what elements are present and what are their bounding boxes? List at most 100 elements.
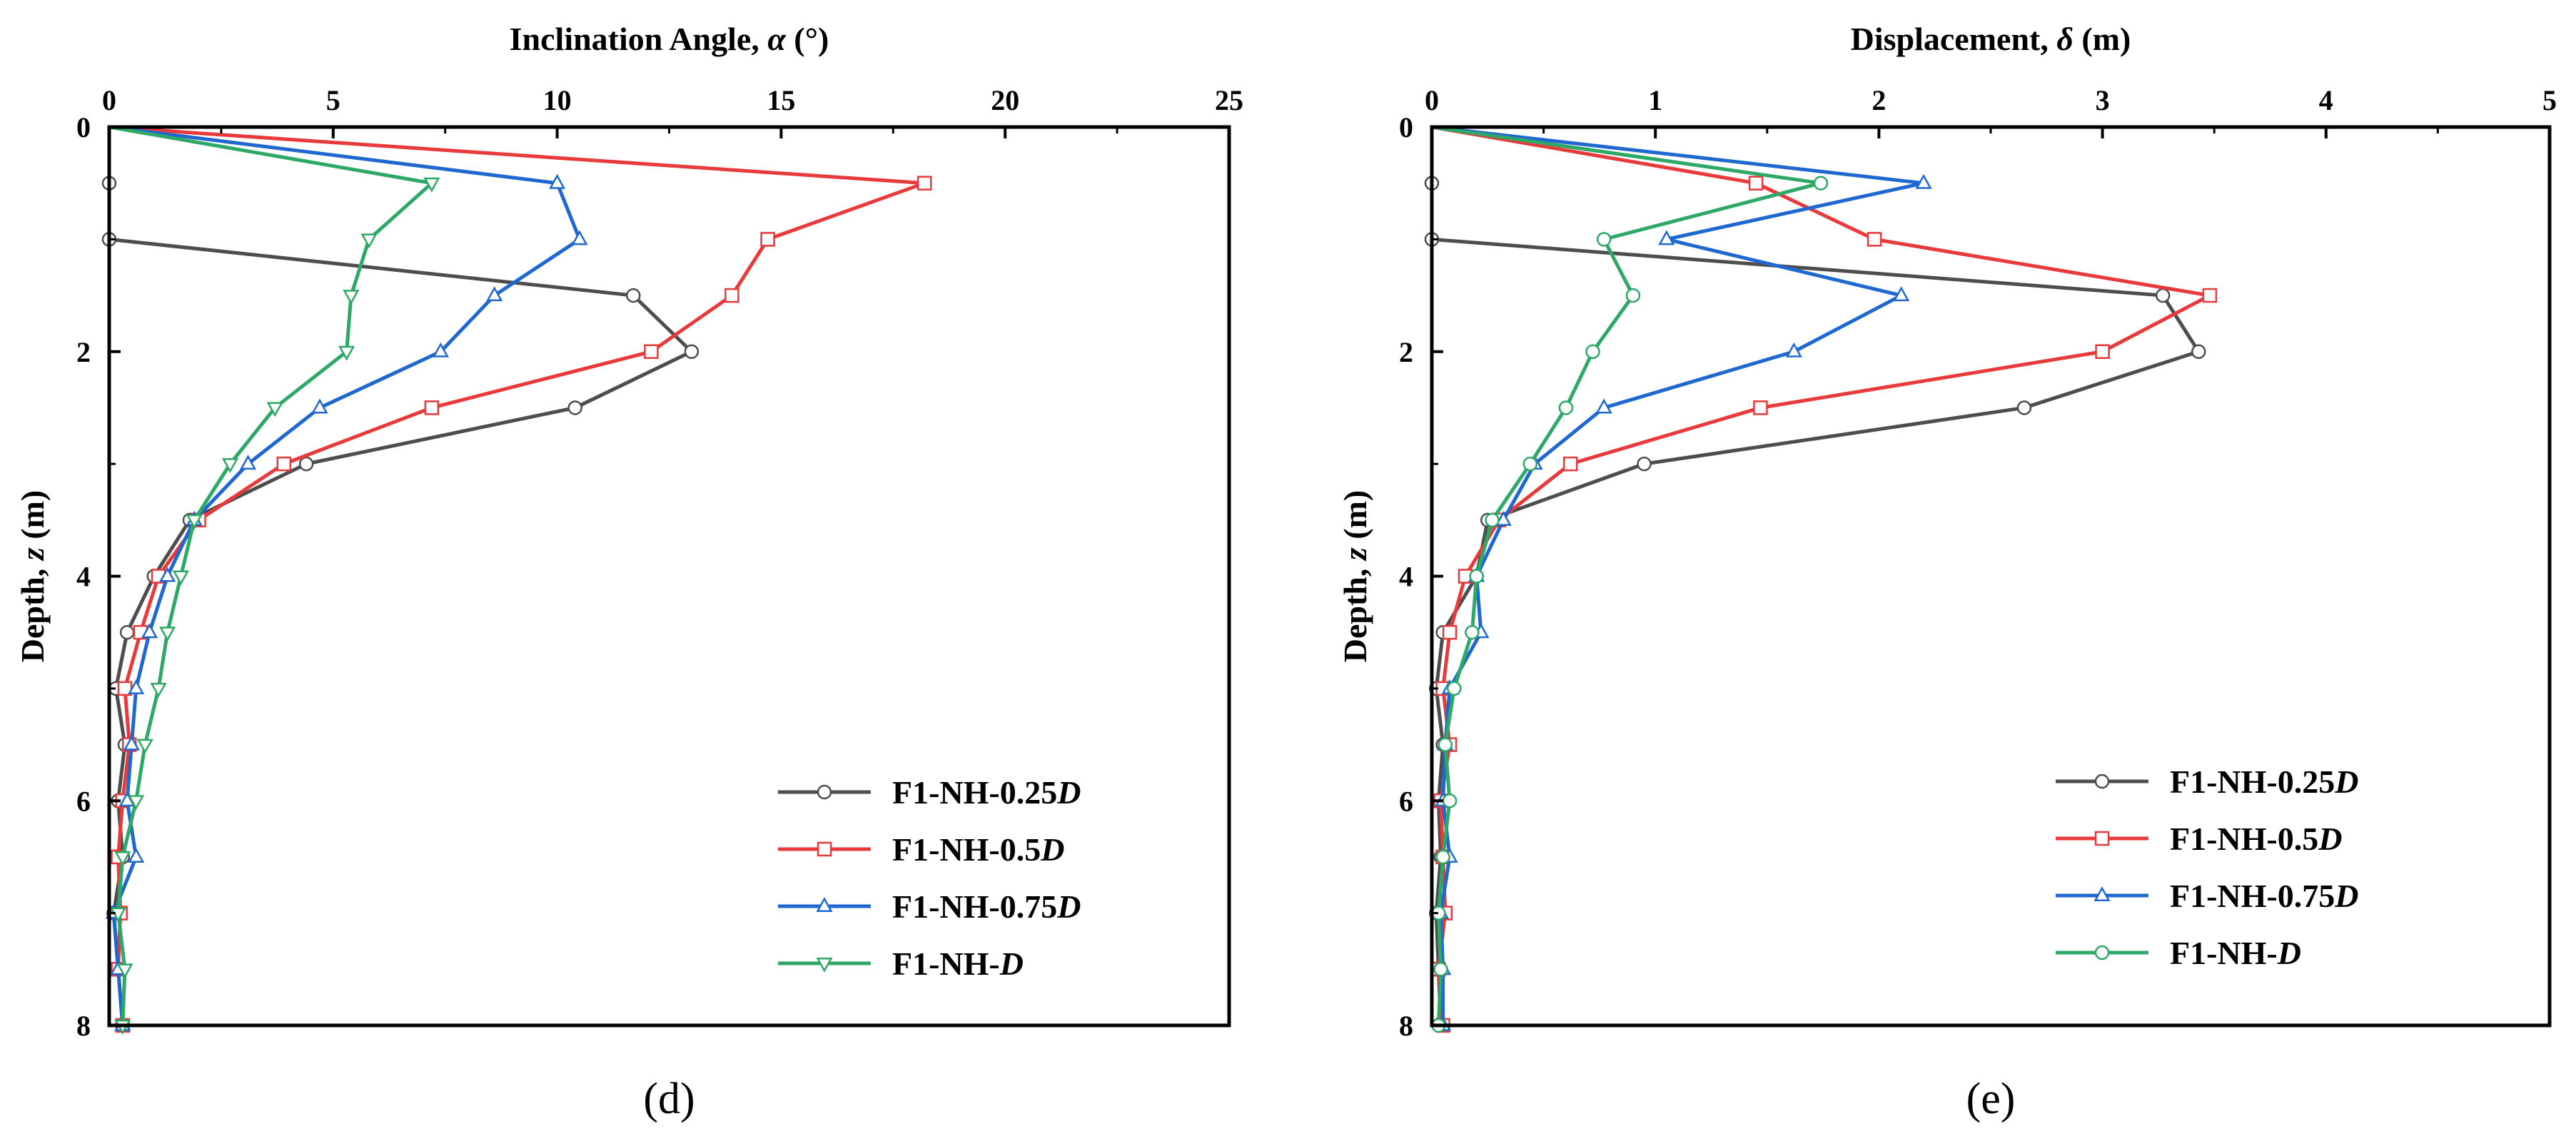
circle-marker — [1522, 456, 1538, 472]
x-tick-label: 5 — [326, 84, 340, 116]
square-marker — [644, 344, 659, 359]
y-tick-label: 2 — [1399, 336, 1413, 368]
x-tick-label: 5 — [2542, 84, 2557, 116]
triangle-up-marker — [571, 230, 588, 245]
triangle-up-marker — [311, 398, 328, 414]
legend: F1-NH-0.25D F1-NH-0.5D F1-NH-0.75D F1-NH- D — [778, 774, 1081, 982]
circle-marker — [1813, 176, 1829, 191]
circle-marker — [2016, 400, 2032, 415]
triangle-up-marker — [128, 679, 145, 694]
square-marker — [724, 288, 739, 303]
series-line — [1431, 125, 2212, 1026]
text-span: F1-NH- — [892, 945, 1000, 982]
circle-marker — [1435, 849, 1450, 865]
square-marker — [2095, 344, 2110, 359]
circle-marker — [1485, 512, 1500, 528]
text-span: α — [767, 21, 787, 57]
text-span: (m) — [14, 490, 51, 547]
triangle-up-marker — [123, 735, 140, 751]
circle-marker — [1447, 681, 1462, 696]
circle-marker — [817, 784, 832, 800]
legend-label: F1-NH-0.25D — [2170, 764, 2358, 800]
x-tick-label: 3 — [2096, 84, 2110, 116]
series-f1-nh-0-25d — [101, 127, 699, 1033]
square-marker — [1562, 456, 1578, 472]
text-span: D — [2334, 878, 2358, 914]
y-tick-label: 0 — [1399, 111, 1413, 143]
circle-marker — [1442, 793, 1458, 808]
triangle-down-marker — [221, 458, 239, 474]
circle-marker — [1637, 456, 1652, 472]
x-tick-label: 4 — [2319, 84, 2333, 116]
square-marker — [1748, 176, 1764, 191]
y-axis-title: Depth, z (m) — [1337, 490, 1373, 663]
y-tick-label: 8 — [1399, 1010, 1413, 1042]
y-tick-label: 6 — [1399, 785, 1413, 817]
series-line — [1431, 125, 1926, 1025]
square-marker — [1867, 232, 1882, 247]
square-marker — [1442, 624, 1458, 640]
circle-marker — [1465, 624, 1480, 640]
triangle-up-marker — [1658, 230, 1675, 245]
text-span: F1-NH-0.75 — [892, 888, 1057, 925]
triangle-down-marker — [816, 958, 833, 973]
series-line — [107, 127, 694, 1026]
text-span: D — [2318, 821, 2342, 857]
legend-label: F1-NH-D — [2170, 935, 2301, 971]
triangle-up-marker — [432, 342, 449, 357]
triangle-up-marker — [816, 897, 833, 912]
square-marker — [424, 400, 440, 415]
circle-marker — [2191, 344, 2206, 359]
legend-label: F1-NH-0.75D — [892, 888, 1081, 925]
circle-marker — [1438, 737, 1453, 752]
text-span: (m) — [1337, 490, 1373, 547]
circle-marker — [626, 288, 641, 303]
triangle-up-marker — [1595, 398, 1612, 414]
triangle-down-marker — [116, 963, 133, 979]
triangle-down-marker — [338, 345, 355, 361]
triangle-down-marker — [109, 907, 127, 923]
square-marker — [1753, 400, 1768, 415]
text-span: D — [1056, 888, 1081, 925]
triangle-up-marker — [486, 286, 503, 302]
text-span: z — [1337, 547, 1373, 562]
legend-label: F1-NH-0.5D — [892, 831, 1064, 868]
circle-marker — [1558, 400, 1574, 415]
triangle-down-marker — [128, 795, 145, 811]
triangle-up-marker — [141, 623, 158, 639]
text-span: Inclination Angle, — [510, 21, 768, 57]
x-tick-label: 15 — [767, 84, 795, 116]
circle-marker — [1625, 288, 1641, 303]
triangle-down-marker — [343, 290, 360, 305]
circle-marker — [2094, 945, 2110, 960]
text-span: F1-NH-0.25 — [2170, 764, 2335, 800]
legend-label: F1-NH-0.5D — [2170, 821, 2342, 857]
circle-marker — [684, 344, 699, 359]
triangle-down-marker — [114, 851, 131, 866]
square-marker — [760, 232, 775, 247]
text-span: F1-NH-0.75 — [2170, 878, 2335, 914]
triangle-up-marker — [1495, 510, 1512, 526]
triangle-down-marker — [186, 514, 203, 529]
circle-marker — [1596, 232, 1612, 247]
square-marker — [2094, 831, 2110, 846]
text-span: z — [14, 547, 51, 562]
text-span: δ — [2056, 21, 2074, 57]
series-f1-nh-0-5d — [108, 125, 932, 1033]
square-marker — [276, 456, 292, 472]
y-tick-label: 4 — [1399, 561, 1413, 593]
text-span: Depth, — [1337, 560, 1373, 662]
legend-label: F1-NH-0.25D — [892, 774, 1081, 811]
text-span: Displacement, — [1851, 21, 2057, 57]
triangle-down-marker — [172, 570, 189, 586]
y-axis-title: Depth, z (m) — [14, 490, 51, 663]
circle-marker — [1469, 569, 1484, 584]
plot-area — [1424, 125, 2218, 1033]
axes-frame — [1430, 125, 2552, 1028]
y-tick-label: 4 — [76, 561, 91, 593]
triangle-down-marker — [159, 627, 176, 642]
triangle-down-marker — [150, 682, 167, 698]
